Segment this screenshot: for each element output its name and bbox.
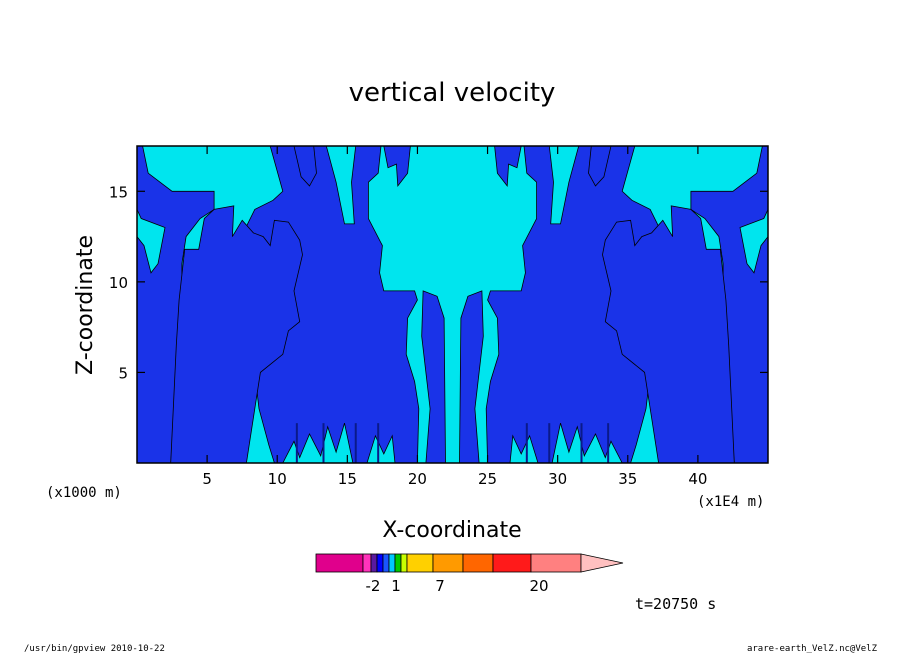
contour-sliver [377,423,380,463]
region-top-notch [293,146,317,187]
y-tick-label: 10 [109,274,128,292]
x-tick-label: 5 [202,470,212,488]
x-tick-label: 10 [268,470,287,488]
y-tick-label: 15 [109,183,128,201]
colorbar-labels: -2 1 7 20 [366,577,549,595]
plot-area: 5 10 15 20 25 30 35 40 5 10 15 [109,145,769,488]
region-top-lobe-mirror [494,146,522,187]
colorbar-label: 1 [391,577,401,595]
colorbar-overflow-arrow [580,553,624,573]
x-tick-label: 15 [338,470,357,488]
x-unit-label: (x1E4 m) [697,494,764,510]
colorbar-bin [382,553,390,573]
contour-sliver [525,423,528,463]
chart-title: vertical velocity [349,78,556,108]
colorbar-label: 20 [529,577,548,595]
footer-left: /usr/bin/gpview 2010-10-22 [24,644,165,654]
x-tick-label: 40 [688,470,707,488]
region-center-strip-mirror [459,290,484,463]
contour-sliver [548,423,551,463]
colorbar-label: 7 [435,577,445,595]
x-tick-label: 35 [618,470,637,488]
contour-sliver [354,423,357,463]
colorbar-bin [406,553,434,573]
colorbar-bin [394,553,402,573]
y-tick-label: 5 [118,364,128,382]
colorbar-bin [370,553,378,573]
region-mid-mirror [602,205,735,463]
y-axis: 5 10 15 [109,183,768,382]
colorbar-bin [462,553,494,573]
colorbar-bin [388,553,396,573]
region-top-notch-mirror [588,146,612,187]
x-tick-label: 30 [548,470,567,488]
contour-sliver [580,423,583,463]
contour-field [137,146,768,463]
contour-sliver [607,423,610,463]
time-label: t=20750 s [635,595,716,613]
colorbar-bin [400,553,408,573]
x-tick-label: 20 [408,470,427,488]
colorbar-label: -2 [366,577,381,595]
colorbar-bin [315,553,364,573]
y-axis-label: Z-coordinate [73,235,98,375]
footer-right: arare-earth_VelZ.nc@VelZ [747,644,878,654]
y-unit-label: (x1000 m) [46,485,122,501]
region-center-strip [421,290,446,463]
colorbar-bin [362,553,372,573]
region-mid [170,205,303,463]
colorbar-bin [376,553,384,573]
plot-frame [136,145,769,464]
x-tick-label: 25 [478,470,497,488]
x-axis-label: X-coordinate [382,518,521,543]
contour-sliver [322,423,325,463]
x-axis: 5 10 15 20 25 30 35 40 [202,146,707,488]
colorbar-bin [530,553,582,573]
region-top-lobe [383,146,411,187]
contour-sliver [295,423,298,463]
colorbar-bin [492,553,532,573]
colorbar [315,553,624,573]
colorbar-bin [432,553,464,573]
